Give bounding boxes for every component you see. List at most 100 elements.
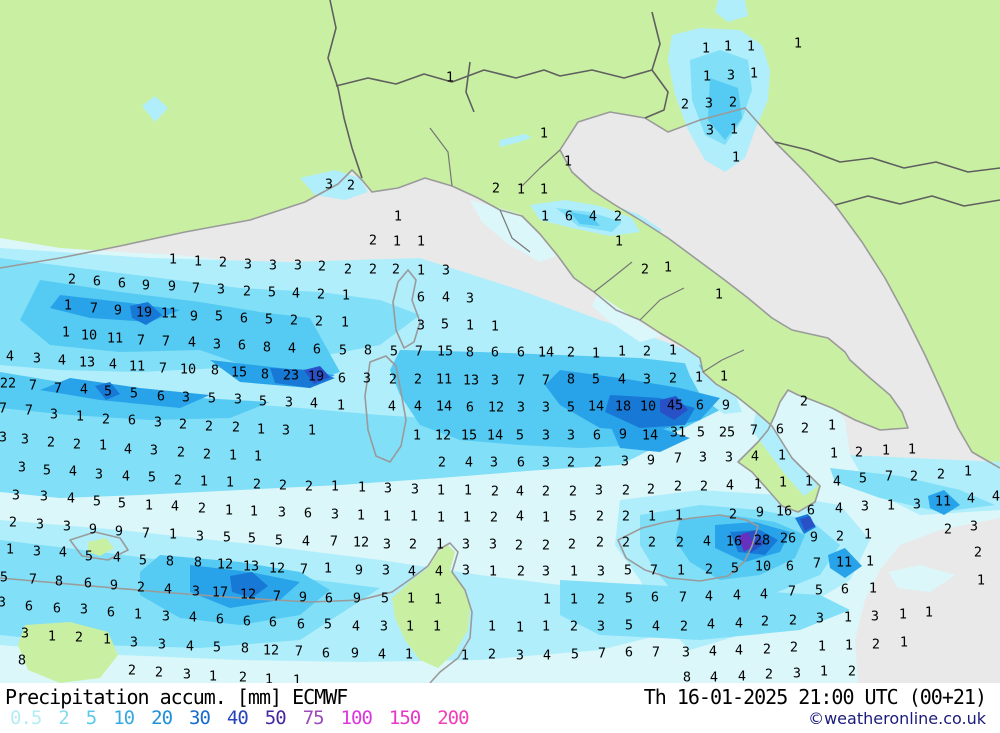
precip-value: 11 <box>835 554 853 571</box>
copyright-link[interactable]: ©weatheronline.co.uk <box>808 709 986 728</box>
precip-value: 28 <box>753 532 771 549</box>
precip-value: 8 <box>240 640 250 657</box>
precip-value: 6 <box>242 613 252 630</box>
precip-value: 6 <box>106 604 116 621</box>
precip-value: 2 <box>788 612 798 629</box>
precip-value: 2 <box>613 208 623 225</box>
precip-value: 2 <box>593 454 603 471</box>
precip-value: 5 <box>117 495 127 512</box>
precip-value: 9 <box>167 278 177 295</box>
precip-value: 3 <box>191 583 201 600</box>
precip-value: 3 <box>268 257 278 274</box>
precip-value: 1 <box>563 153 573 170</box>
precip-value: 2 <box>943 521 953 538</box>
precip-value: 11 <box>934 493 952 510</box>
precip-value: 2 <box>154 664 164 681</box>
legend-value: 50 <box>264 707 287 729</box>
precip-value: 1 <box>694 369 704 386</box>
precip-value: 1 <box>144 497 154 514</box>
precip-value: 9 <box>113 302 123 319</box>
precip-value: 1 <box>98 437 108 454</box>
precip-value: 1 <box>886 497 896 514</box>
precip-value: 6 <box>592 427 602 444</box>
precip-value: 1 <box>865 553 875 570</box>
precip-value: 1 <box>208 668 218 685</box>
precip-value: 3 <box>566 427 576 444</box>
precip-value: 7 <box>414 343 424 360</box>
precip-value: 4 <box>734 642 744 659</box>
precip-value: 7 <box>28 571 38 588</box>
precip-value: 7 <box>516 372 526 389</box>
precip-value: 8 <box>363 342 373 359</box>
precip-value: 2 <box>568 483 578 500</box>
precip-value: 2 <box>176 444 186 461</box>
precip-value: 2 <box>173 472 183 489</box>
precip-value: 2 <box>514 537 524 554</box>
precip-value: 2 <box>413 371 423 388</box>
precip-value: 7 <box>294 643 304 660</box>
precip-value: 9 <box>109 577 119 594</box>
precip-value: 2 <box>127 662 137 679</box>
precip-value: 2 <box>668 370 678 387</box>
precip-value: 1 <box>460 647 470 664</box>
precip-value: 3 <box>724 449 734 466</box>
precip-value: 5 <box>247 530 257 547</box>
precip-value: 5 <box>129 385 139 402</box>
precip-value: 5 <box>624 617 634 634</box>
precip-value: 2 <box>541 483 551 500</box>
precip-value: 3 <box>642 371 652 388</box>
precip-value: 13 <box>78 354 96 371</box>
precip-value: 4 <box>301 533 311 550</box>
precip-value: 4 <box>732 587 742 604</box>
precip-value: 7 <box>141 525 151 542</box>
precip-value: 3 <box>330 506 340 523</box>
precip-value: 1 <box>393 208 403 225</box>
precip-value: 1 <box>341 287 351 304</box>
precip-value: 5 <box>84 548 94 565</box>
precip-value: 3 <box>815 610 825 627</box>
precip-value: 6 <box>775 421 785 438</box>
precip-value: 3 <box>17 459 27 476</box>
precip-value: 1 <box>490 318 500 335</box>
precip-value: 1 <box>515 619 525 636</box>
precip-value: 9 <box>114 523 124 540</box>
precip-value: 3 <box>212 336 222 353</box>
precip-value: 1 <box>340 314 350 331</box>
precip-value: 3 <box>281 422 291 439</box>
precip-value: 2 <box>368 232 378 249</box>
precip-value: 11 <box>160 305 178 322</box>
precip-value: 1 <box>804 473 814 490</box>
precip-value: 2 <box>304 478 314 495</box>
precipitation-map <box>0 0 1000 683</box>
precip-value: 2 <box>595 508 605 525</box>
precip-value: 10 <box>639 398 657 415</box>
precip-value: 5 <box>570 646 580 663</box>
precip-value: 10 <box>179 361 197 378</box>
precip-value: 12 <box>487 399 505 416</box>
precip-value: 2 <box>490 483 500 500</box>
precip-value: 9 <box>646 452 656 469</box>
precip-value: 5 <box>323 616 333 633</box>
legend-value: 150 <box>388 707 421 729</box>
precip-value: 4 <box>588 208 598 225</box>
precip-value: 1 <box>729 121 739 138</box>
precip-value: 3 <box>379 618 389 635</box>
precip-value: 4 <box>413 398 423 415</box>
precip-value: 3 <box>284 394 294 411</box>
precip-value: 5 <box>730 560 740 577</box>
precip-value: 9 <box>88 521 98 538</box>
precip-value: 2 <box>799 393 809 410</box>
precip-value: 1 <box>516 181 526 198</box>
precip-value: 5 <box>696 424 706 441</box>
precip-value: 7 <box>272 588 282 605</box>
precip-value: 9 <box>189 308 199 325</box>
precip-value: 3 <box>39 488 49 505</box>
precip-value: 5 <box>515 427 525 444</box>
precip-value: 4 <box>709 669 719 686</box>
precip-value: 7 <box>597 645 607 662</box>
precip-value: 1 <box>432 618 442 635</box>
precip-value: 7 <box>812 555 822 572</box>
precip-value: 5 <box>440 316 450 333</box>
precip-value: 2 <box>101 411 111 428</box>
